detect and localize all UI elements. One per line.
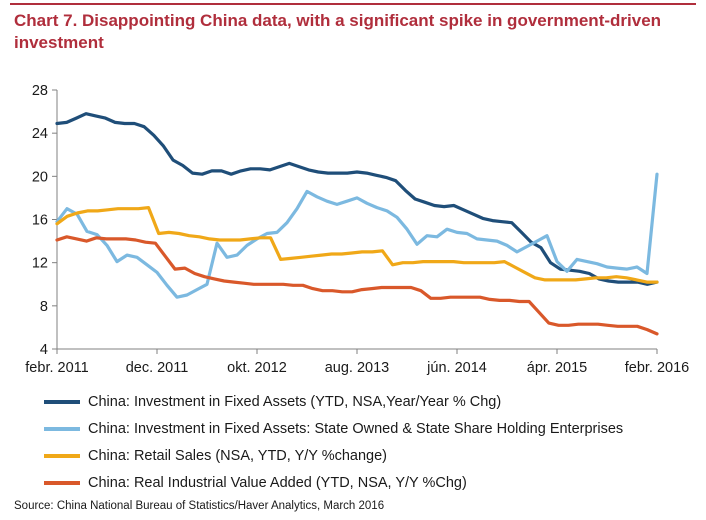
legend-item-1: China: Investment in Fixed Assets (YTD, … [44, 388, 623, 415]
series-line-3 [55, 206, 659, 284]
x-tick-label: okt. 2012 [227, 360, 287, 376]
legend-swatch [44, 426, 80, 431]
title-rule [10, 3, 696, 5]
series-line-1 [55, 112, 659, 286]
series-line-4 [55, 235, 659, 336]
series-line-2 [55, 172, 659, 299]
y-tick-label: 16 [32, 213, 48, 229]
legend-label: China: Real Industrial Value Added (YTD,… [88, 474, 467, 491]
legend-label: China: Investment in Fixed Assets (YTD, … [88, 393, 502, 410]
legend-swatch [44, 453, 80, 458]
y-tick-label: 20 [32, 169, 48, 185]
source-note: Source: China National Bureau of Statist… [14, 500, 385, 512]
y-tick-label: 12 [32, 256, 48, 272]
x-tick-label: febr. 2016 [625, 360, 690, 376]
legend-swatch [44, 399, 80, 404]
x-tick-label: febr. 2011 [25, 360, 88, 376]
series-lines [55, 112, 659, 336]
x-tick-label: dec. 2011 [126, 360, 189, 376]
legend-item-2: China: Investment in Fixed Assets: State… [44, 415, 623, 442]
x-tick-label: ápr. 2015 [527, 360, 587, 376]
x-tick-label: aug. 2013 [325, 360, 390, 376]
y-tick-label: 24 [32, 126, 48, 142]
legend-item-3: China: Retail Sales (NSA, YTD, Y/Y %chan… [44, 442, 623, 469]
y-tick-label: 8 [40, 299, 48, 315]
y-tick-label: 28 [32, 83, 48, 99]
legend-label: China: Retail Sales (NSA, YTD, Y/Y %chan… [88, 447, 388, 464]
legend-label: China: Investment in Fixed Assets: State… [88, 420, 624, 437]
y-tick-label: 4 [40, 342, 48, 358]
legend-item-4: China: Real Industrial Value Added (YTD,… [44, 469, 623, 496]
chart-legend: China: Investment in Fixed Assets (YTD, … [44, 388, 623, 496]
x-axis: febr. 2011 dec. 2011 okt. 2012 aug. 2013 jún… [25, 348, 690, 376]
y-axis: 4 8 12 16 20 24 28 [32, 83, 58, 358]
x-tick-label: jún. 2014 [426, 360, 487, 376]
chart-title: Chart 7. Disappointing China data, with … [14, 11, 662, 52]
legend-swatch [44, 480, 80, 485]
